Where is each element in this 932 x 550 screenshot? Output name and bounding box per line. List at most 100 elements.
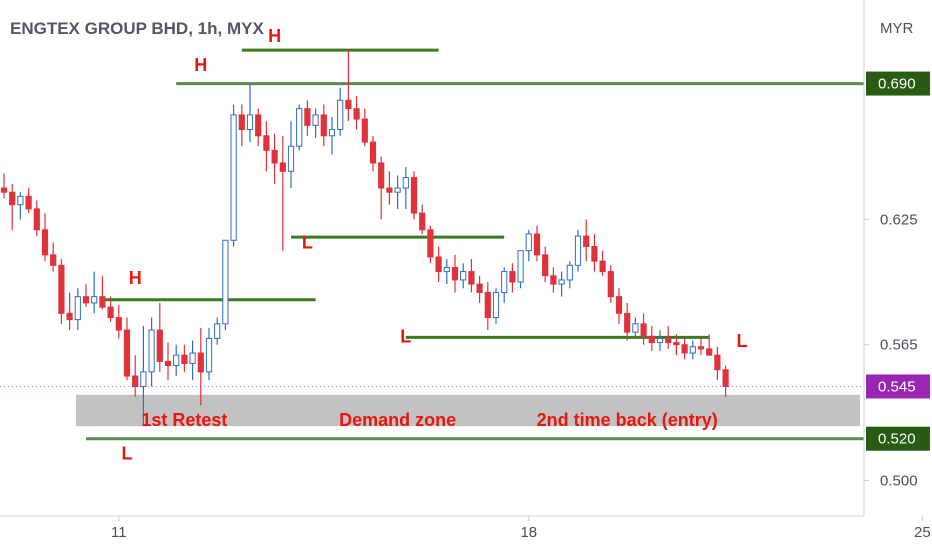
annotation-label: H <box>129 268 142 288</box>
candle <box>706 334 713 356</box>
candle <box>320 104 327 147</box>
candle <box>58 259 65 324</box>
candle <box>271 133 278 184</box>
price-tag-label: 0.520 <box>878 431 916 448</box>
candles <box>0 50 729 425</box>
currency-label: MYR <box>880 20 914 37</box>
candle <box>443 259 450 285</box>
candle <box>123 317 131 381</box>
annotation-label: Demand zone <box>339 410 456 430</box>
price-tag: 0.690 <box>866 71 930 96</box>
y-tick-label: 0.500 <box>880 472 918 489</box>
candle <box>33 200 40 237</box>
candle <box>550 267 557 293</box>
candle <box>287 121 295 189</box>
candle <box>484 282 491 331</box>
candle <box>148 317 155 387</box>
candle <box>714 346 721 381</box>
candle <box>410 171 418 220</box>
candle <box>517 250 524 289</box>
price-tag: 0.545 <box>866 374 930 399</box>
level-lines <box>86 48 864 441</box>
candle <box>689 340 696 360</box>
candle <box>353 96 360 130</box>
candle <box>238 104 245 147</box>
candle <box>156 302 163 372</box>
candle <box>656 330 664 351</box>
candle <box>566 261 573 289</box>
candle <box>263 121 270 172</box>
x-tick-label: 25 <box>914 524 931 541</box>
candle <box>632 317 639 339</box>
candle <box>361 108 368 147</box>
candle <box>607 265 614 303</box>
candle <box>451 254 459 293</box>
candle <box>173 344 180 377</box>
candle <box>468 259 475 293</box>
y-tick-label: 0.625 <box>880 211 918 228</box>
candle <box>501 267 508 303</box>
annotation-label: L <box>302 233 313 253</box>
annotation-label: L <box>737 331 748 351</box>
annotations: H H H L L L L 1st Retest Demand zone 2nd time bac… <box>122 26 748 464</box>
chart-title: ENGTEX GROUP BHD, 1h, MYX <box>10 19 264 38</box>
candle <box>246 83 254 143</box>
x-tick-label: 11 <box>111 524 127 541</box>
candle <box>648 325 655 351</box>
candle <box>25 188 32 214</box>
candle <box>558 271 565 297</box>
candle <box>583 219 590 262</box>
candle <box>50 242 57 272</box>
candle <box>673 334 680 356</box>
candle <box>214 317 221 345</box>
candle <box>189 340 196 381</box>
candle <box>476 275 483 303</box>
candle <box>197 327 204 406</box>
candle <box>9 183 16 230</box>
candle <box>74 288 81 331</box>
candle <box>681 338 688 360</box>
candle <box>574 229 582 272</box>
candle <box>402 167 409 209</box>
candle <box>427 225 434 264</box>
candle <box>665 325 672 349</box>
candle <box>542 246 549 283</box>
candle <box>205 327 213 381</box>
candle <box>115 305 122 339</box>
candle <box>222 239 229 331</box>
price-tag-label: 0.690 <box>878 76 916 93</box>
price-tag: 0.520 <box>866 426 930 451</box>
candle <box>296 104 303 151</box>
candle <box>304 100 311 136</box>
candle <box>697 338 705 356</box>
candle <box>369 135 377 172</box>
annotation-label: H <box>194 55 207 75</box>
candle <box>722 365 729 397</box>
candle <box>164 342 172 381</box>
candle <box>460 263 467 289</box>
candle <box>328 116 336 155</box>
demand-zone-layer <box>76 394 860 427</box>
candle <box>591 233 598 272</box>
candle <box>615 288 623 324</box>
candle <box>640 313 647 345</box>
candle <box>91 271 98 314</box>
candle <box>435 246 442 283</box>
y-tick-label: 0.565 <box>880 337 918 354</box>
candle <box>132 355 139 397</box>
annotation-label: H <box>268 26 281 46</box>
candle <box>107 296 114 322</box>
x-tick-label: 18 <box>520 524 537 541</box>
candle <box>378 156 385 220</box>
candle <box>17 192 24 220</box>
candle <box>419 204 426 234</box>
candle <box>533 225 541 262</box>
candle <box>41 213 49 262</box>
annotation-label: L <box>122 444 133 464</box>
candle <box>525 229 532 262</box>
candle <box>140 325 147 425</box>
candle <box>181 344 188 372</box>
candle <box>255 108 262 147</box>
